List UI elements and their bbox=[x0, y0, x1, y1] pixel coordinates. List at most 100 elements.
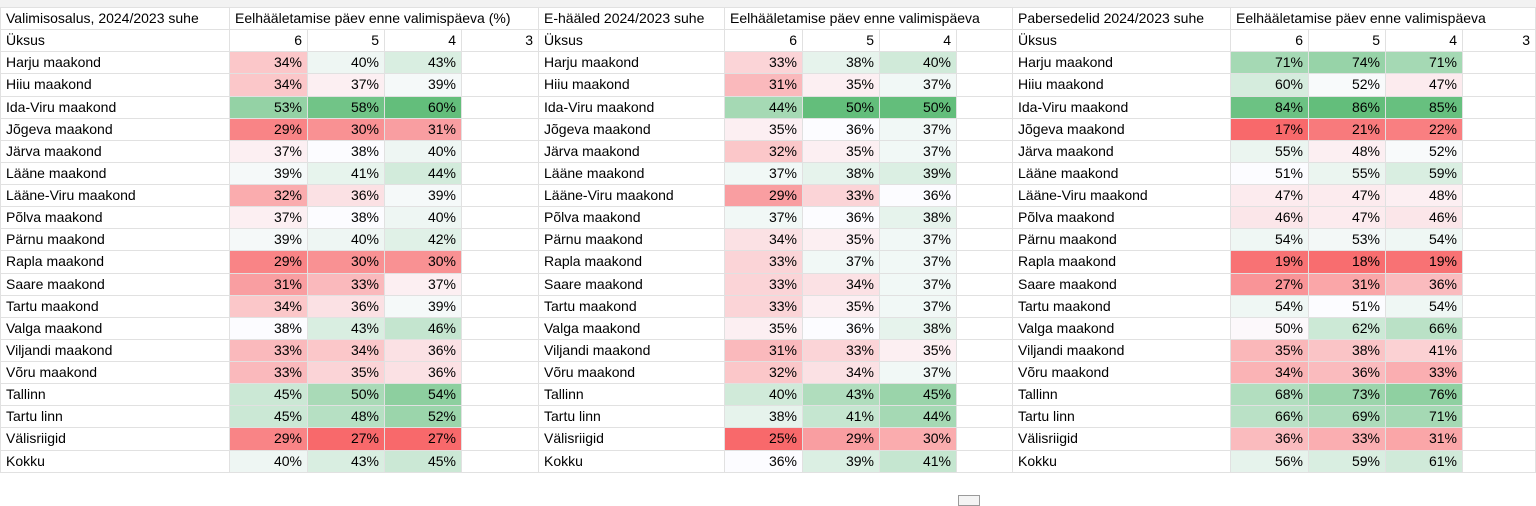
empty-cell[interactable] bbox=[461, 360, 539, 385]
empty-cell[interactable] bbox=[1462, 405, 1536, 429]
ratio-cell[interactable]: 30% bbox=[307, 117, 385, 141]
ratio-cell[interactable]: 40% bbox=[307, 228, 385, 252]
ratio-cell[interactable]: 38% bbox=[307, 139, 385, 163]
empty-cell[interactable] bbox=[461, 95, 539, 119]
empty-cell[interactable] bbox=[461, 161, 539, 186]
ratio-cell[interactable]: 68% bbox=[1230, 383, 1309, 407]
ratio-cell[interactable]: 36% bbox=[802, 316, 880, 340]
ratio-cell[interactable]: 19% bbox=[1230, 250, 1309, 274]
ratio-cell[interactable]: 48% bbox=[307, 405, 385, 429]
empty-cell[interactable] bbox=[1462, 383, 1536, 407]
ratio-cell[interactable]: 43% bbox=[307, 449, 385, 473]
ratio-cell[interactable]: 40% bbox=[724, 383, 803, 407]
region-name-cell[interactable]: Hiiu maakond bbox=[538, 73, 725, 97]
ratio-cell[interactable]: 43% bbox=[307, 316, 385, 340]
empty-cell[interactable] bbox=[461, 294, 539, 318]
region-name-cell[interactable]: Rapla maakond bbox=[0, 250, 230, 274]
empty-cell[interactable] bbox=[956, 250, 1013, 274]
ratio-cell[interactable]: 86% bbox=[1308, 95, 1386, 119]
ratio-cell[interactable]: 42% bbox=[384, 228, 462, 252]
empty-cell[interactable] bbox=[461, 449, 539, 473]
ratio-cell[interactable]: 71% bbox=[1385, 405, 1463, 429]
ratio-cell[interactable]: 50% bbox=[307, 383, 385, 407]
ratio-cell[interactable]: 35% bbox=[802, 73, 880, 97]
empty-cell[interactable] bbox=[461, 272, 539, 296]
region-name-cell[interactable]: Pärnu maakond bbox=[0, 228, 230, 252]
ratio-cell[interactable]: 46% bbox=[384, 316, 462, 340]
ratio-cell[interactable]: 29% bbox=[802, 427, 880, 451]
ratio-cell[interactable]: 36% bbox=[1308, 360, 1386, 385]
ratio-cell[interactable]: 60% bbox=[1230, 73, 1309, 97]
ratio-cell[interactable]: 52% bbox=[384, 405, 462, 429]
day-column-header[interactable]: 4 bbox=[879, 29, 957, 53]
region-name-cell[interactable]: Tallinn bbox=[538, 383, 725, 407]
empty-cell[interactable] bbox=[461, 183, 539, 208]
ratio-cell[interactable]: 34% bbox=[229, 73, 308, 97]
empty-cell[interactable] bbox=[956, 29, 1013, 53]
spreadsheet-grid[interactable]: Valimisosalus, 2024/2023 suhe Eelhääletam… bbox=[0, 6, 1536, 506]
ratio-cell[interactable]: 40% bbox=[384, 139, 462, 163]
empty-cell[interactable] bbox=[956, 272, 1013, 296]
ratio-cell[interactable]: 22% bbox=[1385, 117, 1463, 141]
region-name-cell[interactable]: Ida-Viru maakond bbox=[538, 95, 725, 119]
ratio-cell[interactable]: 41% bbox=[802, 405, 880, 429]
ratio-cell[interactable]: 30% bbox=[307, 250, 385, 274]
block-subtitle[interactable]: Eelhääletamise päev enne valimispäeva bbox=[724, 6, 1013, 31]
ratio-cell[interactable]: 45% bbox=[384, 449, 462, 473]
ratio-cell[interactable]: 46% bbox=[1230, 206, 1309, 230]
empty-cell[interactable] bbox=[1462, 117, 1536, 141]
ratio-cell[interactable]: 27% bbox=[384, 427, 462, 451]
ratio-cell[interactable]: 40% bbox=[307, 51, 385, 75]
region-name-cell[interactable]: Pärnu maakond bbox=[1012, 228, 1231, 252]
empty-cell[interactable] bbox=[956, 449, 1013, 473]
empty-cell[interactable] bbox=[1462, 316, 1536, 340]
region-name-cell[interactable]: Kokku bbox=[538, 449, 725, 473]
region-name-cell[interactable]: Pärnu maakond bbox=[538, 228, 725, 252]
ratio-cell[interactable]: 85% bbox=[1385, 95, 1463, 119]
ratio-cell[interactable]: 40% bbox=[229, 449, 308, 473]
day-column-header[interactable]: 3 bbox=[461, 29, 539, 53]
block-title[interactable]: Pabersedelid 2024/2023 suhe bbox=[1012, 6, 1231, 31]
empty-cell[interactable] bbox=[1462, 338, 1536, 363]
ratio-cell[interactable]: 37% bbox=[879, 294, 957, 318]
region-name-cell[interactable]: Põlva maakond bbox=[1012, 206, 1231, 230]
region-name-cell[interactable]: Järva maakond bbox=[1012, 139, 1231, 163]
ratio-cell[interactable]: 73% bbox=[1308, 383, 1386, 407]
ratio-cell[interactable]: 55% bbox=[1308, 161, 1386, 186]
ratio-cell[interactable]: 36% bbox=[1230, 427, 1309, 451]
region-name-cell[interactable]: Võru maakond bbox=[538, 360, 725, 385]
empty-cell[interactable] bbox=[956, 405, 1013, 429]
ratio-cell[interactable]: 30% bbox=[384, 250, 462, 274]
block-title[interactable]: Valimisosalus, 2024/2023 suhe bbox=[0, 6, 230, 31]
ratio-cell[interactable]: 34% bbox=[724, 228, 803, 252]
region-name-cell[interactable]: Võru maakond bbox=[0, 360, 230, 385]
ratio-cell[interactable]: 39% bbox=[879, 161, 957, 186]
region-name-cell[interactable]: Rapla maakond bbox=[1012, 250, 1231, 274]
ratio-cell[interactable]: 51% bbox=[1230, 161, 1309, 186]
ratio-cell[interactable]: 52% bbox=[1385, 139, 1463, 163]
ratio-cell[interactable]: 61% bbox=[1385, 449, 1463, 473]
empty-cell[interactable] bbox=[1462, 272, 1536, 296]
ratio-cell[interactable]: 47% bbox=[1308, 183, 1386, 208]
ratio-cell[interactable]: 33% bbox=[229, 360, 308, 385]
ratio-cell[interactable]: 33% bbox=[724, 250, 803, 274]
region-name-cell[interactable]: Jõgeva maakond bbox=[1012, 117, 1231, 141]
region-name-cell[interactable]: Välisriigid bbox=[1012, 427, 1231, 451]
day-column-header[interactable]: 6 bbox=[724, 29, 803, 53]
ratio-cell[interactable]: 27% bbox=[307, 427, 385, 451]
empty-cell[interactable] bbox=[956, 427, 1013, 451]
empty-cell[interactable] bbox=[461, 383, 539, 407]
ratio-cell[interactable]: 58% bbox=[307, 95, 385, 119]
ratio-cell[interactable]: 30% bbox=[879, 427, 957, 451]
region-name-cell[interactable]: Tartu maakond bbox=[0, 294, 230, 318]
region-name-cell[interactable]: Välisriigid bbox=[538, 427, 725, 451]
ratio-cell[interactable]: 36% bbox=[307, 294, 385, 318]
block-subtitle[interactable]: Eelhääletamise päev enne valimispäeva bbox=[1230, 6, 1536, 31]
ratio-cell[interactable]: 31% bbox=[724, 338, 803, 363]
ratio-cell[interactable]: 21% bbox=[1308, 117, 1386, 141]
ratio-cell[interactable]: 33% bbox=[802, 338, 880, 363]
ratio-cell[interactable]: 40% bbox=[879, 51, 957, 75]
region-name-cell[interactable]: Tartu maakond bbox=[1012, 294, 1231, 318]
ratio-cell[interactable]: 35% bbox=[802, 294, 880, 318]
empty-cell[interactable] bbox=[461, 139, 539, 163]
